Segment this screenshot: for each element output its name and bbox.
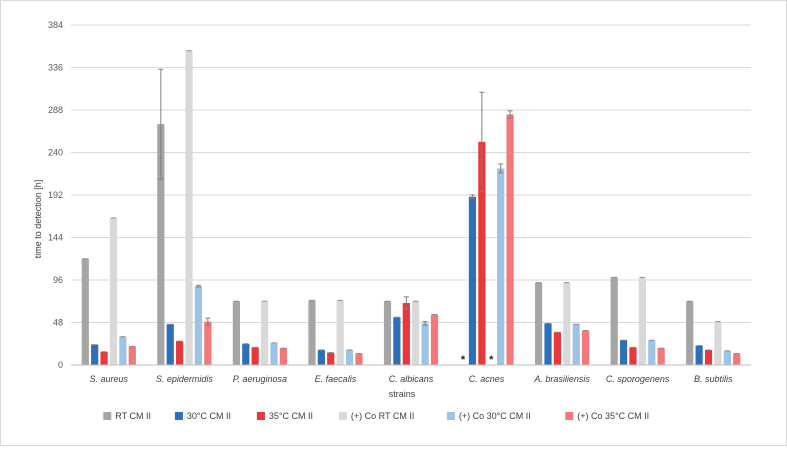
x-tick-label: C. albicans [389, 374, 434, 384]
bar [648, 340, 656, 365]
bar [109, 218, 118, 365]
bar [279, 348, 287, 365]
y-tick-label: 288 [48, 105, 63, 115]
y-tick-label: 240 [48, 148, 63, 158]
asterisk-marker: * [461, 354, 466, 366]
y-tick-label: 48 [53, 318, 63, 328]
bar [733, 353, 741, 365]
x-tick-label: C. acnes [469, 374, 505, 384]
bar [185, 50, 193, 365]
legend-swatch [103, 412, 112, 420]
y-axis-label: time to detection [h] [33, 180, 43, 259]
bar [638, 277, 646, 365]
bar [402, 303, 410, 365]
bar [506, 114, 514, 365]
bar [81, 258, 89, 365]
bar [468, 196, 477, 365]
gridlines [71, 24, 751, 323]
y-tick-label: 192 [48, 190, 63, 200]
legend-swatch [446, 412, 455, 420]
bar [260, 301, 269, 365]
bar [176, 341, 184, 365]
bar [714, 321, 722, 365]
bar [157, 124, 165, 366]
bar [91, 344, 99, 365]
bar [535, 282, 543, 365]
y-tick-label: 384 [48, 20, 63, 30]
bar [204, 321, 212, 365]
legend-label: (+) Co 30°C CM II [459, 411, 531, 421]
legend-label: (+) Co RT CM II [351, 411, 414, 421]
bar [393, 317, 401, 365]
bar [430, 314, 439, 365]
bar [686, 301, 694, 365]
bar [345, 349, 354, 365]
bar [119, 336, 127, 365]
bar [242, 343, 250, 365]
bar [336, 300, 344, 365]
y-tick-label: 96 [53, 275, 63, 285]
bar [544, 323, 552, 365]
legend-swatch [338, 412, 347, 420]
bar [194, 286, 203, 365]
bar [308, 300, 316, 365]
bar [412, 301, 420, 365]
bar [610, 277, 618, 365]
bar [553, 332, 562, 365]
bar [232, 301, 240, 365]
error-bars [82, 50, 740, 354]
bar [582, 330, 590, 365]
bar [166, 324, 174, 365]
y-tick-label: 144 [48, 233, 63, 243]
y-tick-label: 336 [48, 63, 63, 73]
x-tick-label: S. aureus [90, 374, 129, 384]
y-tick-label: 0 [58, 360, 63, 370]
bar [695, 345, 703, 365]
bar [327, 352, 335, 365]
x-tick-label: B. subtilis [694, 374, 733, 384]
bar [270, 342, 278, 365]
legend-label: (+) Co 35°C CM II [577, 411, 649, 421]
bar [100, 351, 108, 365]
bar [572, 324, 580, 365]
bar [355, 353, 363, 365]
legend-label: 35°C CM II [269, 411, 313, 421]
x-tick-label: S. epidermidis [156, 374, 214, 384]
legend-swatch [174, 412, 183, 420]
bar [619, 340, 628, 365]
legend-swatch [256, 412, 265, 420]
bar [251, 347, 259, 365]
x-tick-label: E. faecalis [315, 374, 357, 384]
markers: * * [461, 354, 494, 366]
bar [478, 141, 486, 365]
x-axis-label: strains [389, 389, 416, 399]
bar [128, 346, 136, 365]
bar [383, 301, 392, 365]
bar [317, 349, 325, 365]
x-tick-label: P. aeruginosa [233, 374, 287, 384]
asterisk-marker: * [489, 354, 494, 366]
legend-label: 30°C CM II [187, 411, 231, 421]
x-tick-label: C. sporogenens [606, 374, 670, 384]
bar [657, 348, 665, 365]
y-tick-labels: 0 48 96 144 192 240 288 336 384 [48, 20, 63, 370]
x-tick-labels: S. aureus S. epidermidis P. aeruginosa E. f… [90, 374, 733, 384]
legend-swatch [565, 412, 574, 420]
bar [421, 323, 429, 365]
bar [704, 349, 713, 365]
legend-label: RT CM II [115, 411, 151, 421]
bar [629, 347, 637, 365]
bar [723, 350, 731, 365]
bar [497, 168, 505, 365]
x-tick-label: A. brasiliensis [533, 374, 590, 384]
bar [563, 282, 571, 365]
bars [81, 50, 741, 366]
legend: RT CM II 30°C CM II 35°C CM II (+) Co RT CM… [103, 411, 649, 421]
